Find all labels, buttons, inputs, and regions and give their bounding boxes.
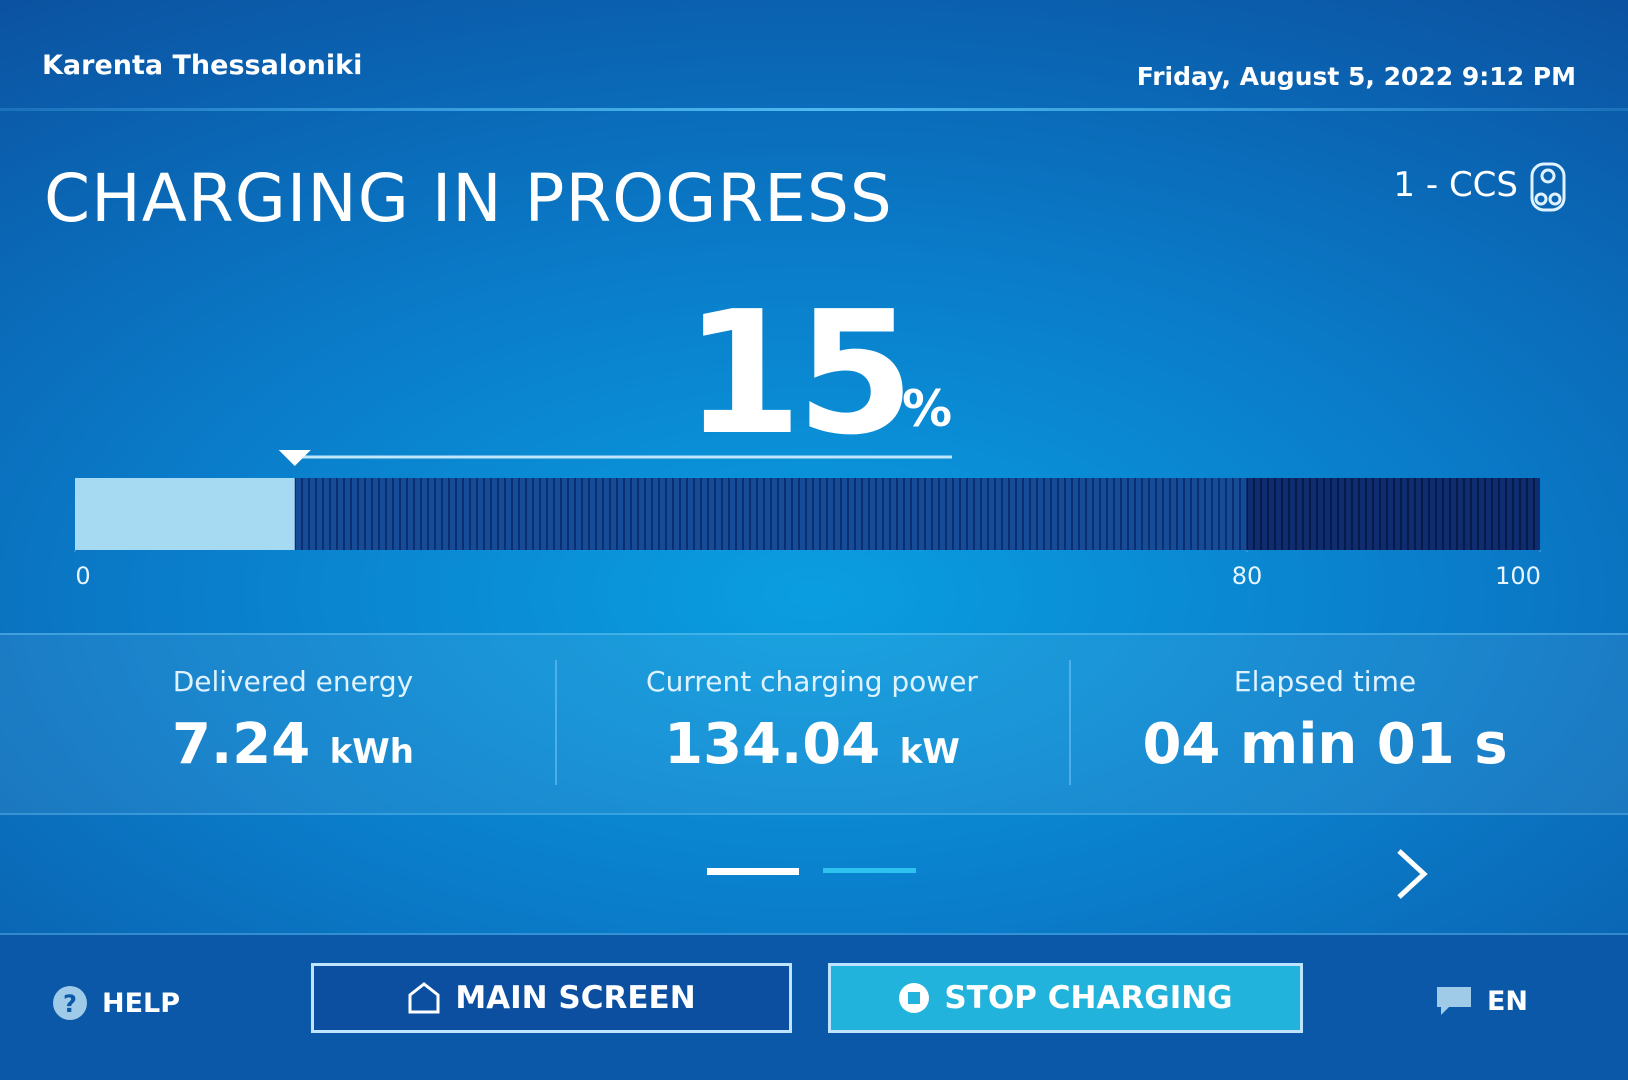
percentage-display: 15 % [0, 275, 1628, 473]
page-indicator[interactable] [823, 868, 916, 873]
stop-icon [899, 983, 930, 1013]
metric: Current charging power 134.04 kW [562, 665, 1062, 777]
metrics-panel: Delivered energy 7.24 kWh Current charging… [0, 633, 1628, 815]
metric-value-row: 7.24 kWh [43, 712, 543, 777]
main-screen-label: MAIN SCREEN [455, 980, 696, 1016]
connector-label: 1 - CCS [1393, 165, 1518, 205]
percentage-value: 15 [684, 275, 915, 473]
metric-value: 134.04 [664, 712, 881, 777]
tick-label: 80 [1232, 562, 1263, 590]
footer: ? HELP MAIN SCREEN STOP CHARGING EN [0, 935, 1628, 1080]
station-name: Karenta Thessaloniki [42, 50, 363, 81]
bar-high-zone [1247, 478, 1540, 550]
divider [1069, 660, 1071, 785]
language-icon [1436, 987, 1471, 1015]
metric-label: Delivered energy [172, 665, 414, 698]
metric-unit: kW [899, 732, 960, 772]
help-icon: ? [53, 986, 87, 1020]
date-time: Friday, August 5, 2022 9:12 PM [1136, 62, 1576, 91]
metric-value-row: 04 min 01 s [1075, 712, 1575, 777]
help-label: HELP [102, 987, 181, 1019]
tick-label: 0 [75, 562, 90, 590]
percentage-unit: % [902, 380, 953, 438]
metric-unit: kWh [329, 732, 414, 772]
metric-label: Elapsed time [1233, 665, 1417, 698]
metric-value: 7.24 [172, 712, 311, 777]
svg-text:?: ? [63, 990, 77, 1018]
tick-label: 100 [1495, 562, 1541, 590]
metric: Delivered energy 7.24 kWh [43, 665, 543, 777]
progress-bar: 0 80 100 [74, 450, 1541, 590]
status-title: CHARGING IN PROGRESS [44, 160, 893, 237]
metric-value-row: 134.04 kW [562, 712, 1062, 777]
language-button[interactable]: EN [1435, 985, 1528, 1017]
divider [555, 660, 557, 785]
bar-fill [75, 478, 295, 550]
main-screen-button[interactable]: MAIN SCREEN [311, 963, 792, 1033]
connector-icon [1530, 162, 1566, 212]
footer-separator [0, 933, 1628, 935]
stop-charging-label: STOP CHARGING [944, 980, 1233, 1016]
stop-charging-button[interactable]: STOP CHARGING [828, 963, 1303, 1033]
language-label: EN [1486, 985, 1528, 1017]
help-button[interactable]: ? HELP [52, 985, 180, 1021]
home-icon [408, 982, 440, 1014]
metric: Elapsed time 04 min 01 s [1075, 665, 1575, 777]
level-marker [278, 450, 311, 466]
page-indicator-active[interactable] [707, 868, 799, 875]
metric-value: 04 min 01 s [1142, 712, 1508, 777]
metric-label: Current charging power [646, 665, 978, 698]
next-arrow[interactable] [1395, 848, 1429, 900]
header-separator [0, 108, 1628, 111]
